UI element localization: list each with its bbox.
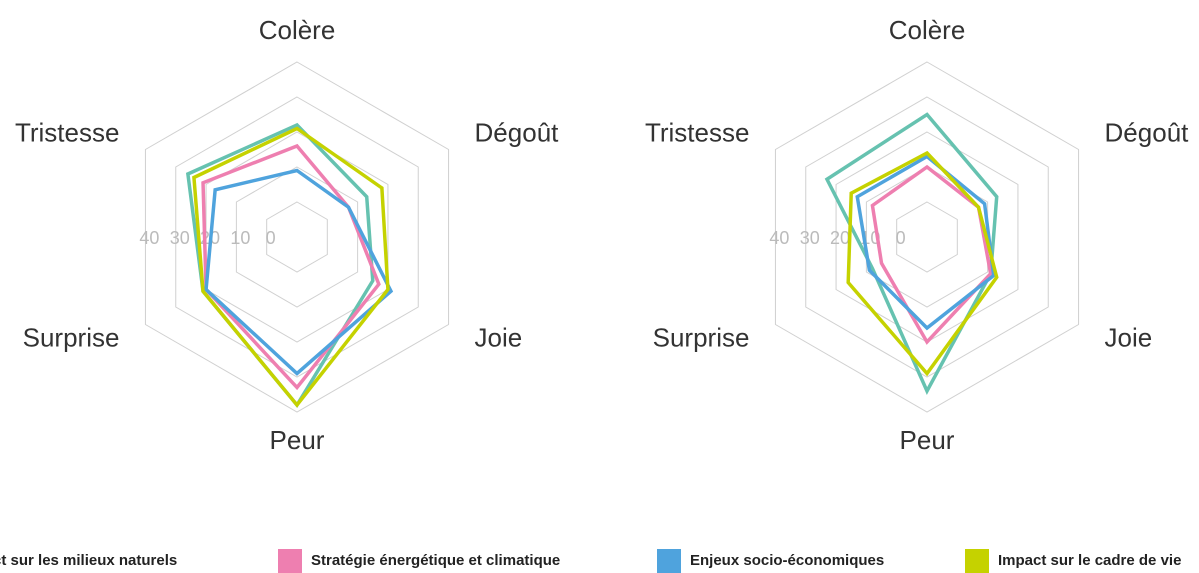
legend-swatch [278, 549, 302, 573]
category-label: Surprise [653, 322, 750, 352]
radar-series [855, 154, 996, 331]
grid-ring [896, 201, 958, 273]
r-tick-label: 30 [800, 228, 820, 248]
radar-series [846, 150, 999, 377]
grid-ring [774, 61, 1080, 413]
legend-label: Enjeux socio-économiques [690, 552, 884, 569]
r-tick-label: 30 [170, 228, 190, 248]
legend-swatch [657, 549, 681, 573]
r-tick-label: 0 [896, 228, 906, 248]
r-tick-label: 40 [139, 228, 159, 248]
grid-ring [266, 201, 328, 273]
legend-label: Stratégie énergétique et climatique [311, 552, 560, 569]
grid-ring [175, 96, 419, 378]
radar-series [192, 126, 390, 408]
grid-ring [865, 166, 989, 308]
category-label: Peur [900, 425, 955, 455]
category-label: Dégoût [475, 117, 560, 147]
category-label: Peur [270, 425, 325, 455]
category-label: Joie [475, 322, 523, 352]
grid-ring [144, 61, 450, 413]
r-tick-label: 10 [230, 228, 250, 248]
legend-label: Impact sur le cadre de vie [998, 552, 1181, 569]
r-tick-label: 0 [266, 228, 276, 248]
grid-ring [205, 131, 389, 343]
category-label: Colère [889, 15, 966, 45]
legend-label: Impact sur les milieux naturels [0, 552, 177, 569]
grid-ring [805, 96, 1049, 378]
category-label: Dégoût [1105, 117, 1190, 147]
legend-swatch [965, 549, 989, 573]
category-label: Surprise [23, 322, 120, 352]
category-label: Colère [259, 15, 336, 45]
r-tick-label: 20 [830, 228, 850, 248]
category-label: Tristesse [15, 117, 120, 147]
r-tick-label: 40 [769, 228, 789, 248]
category-label: Tristesse [645, 117, 750, 147]
radar-series [204, 168, 394, 376]
category-label: Joie [1105, 322, 1153, 352]
radar-series [824, 112, 999, 395]
grid-ring [235, 166, 359, 308]
